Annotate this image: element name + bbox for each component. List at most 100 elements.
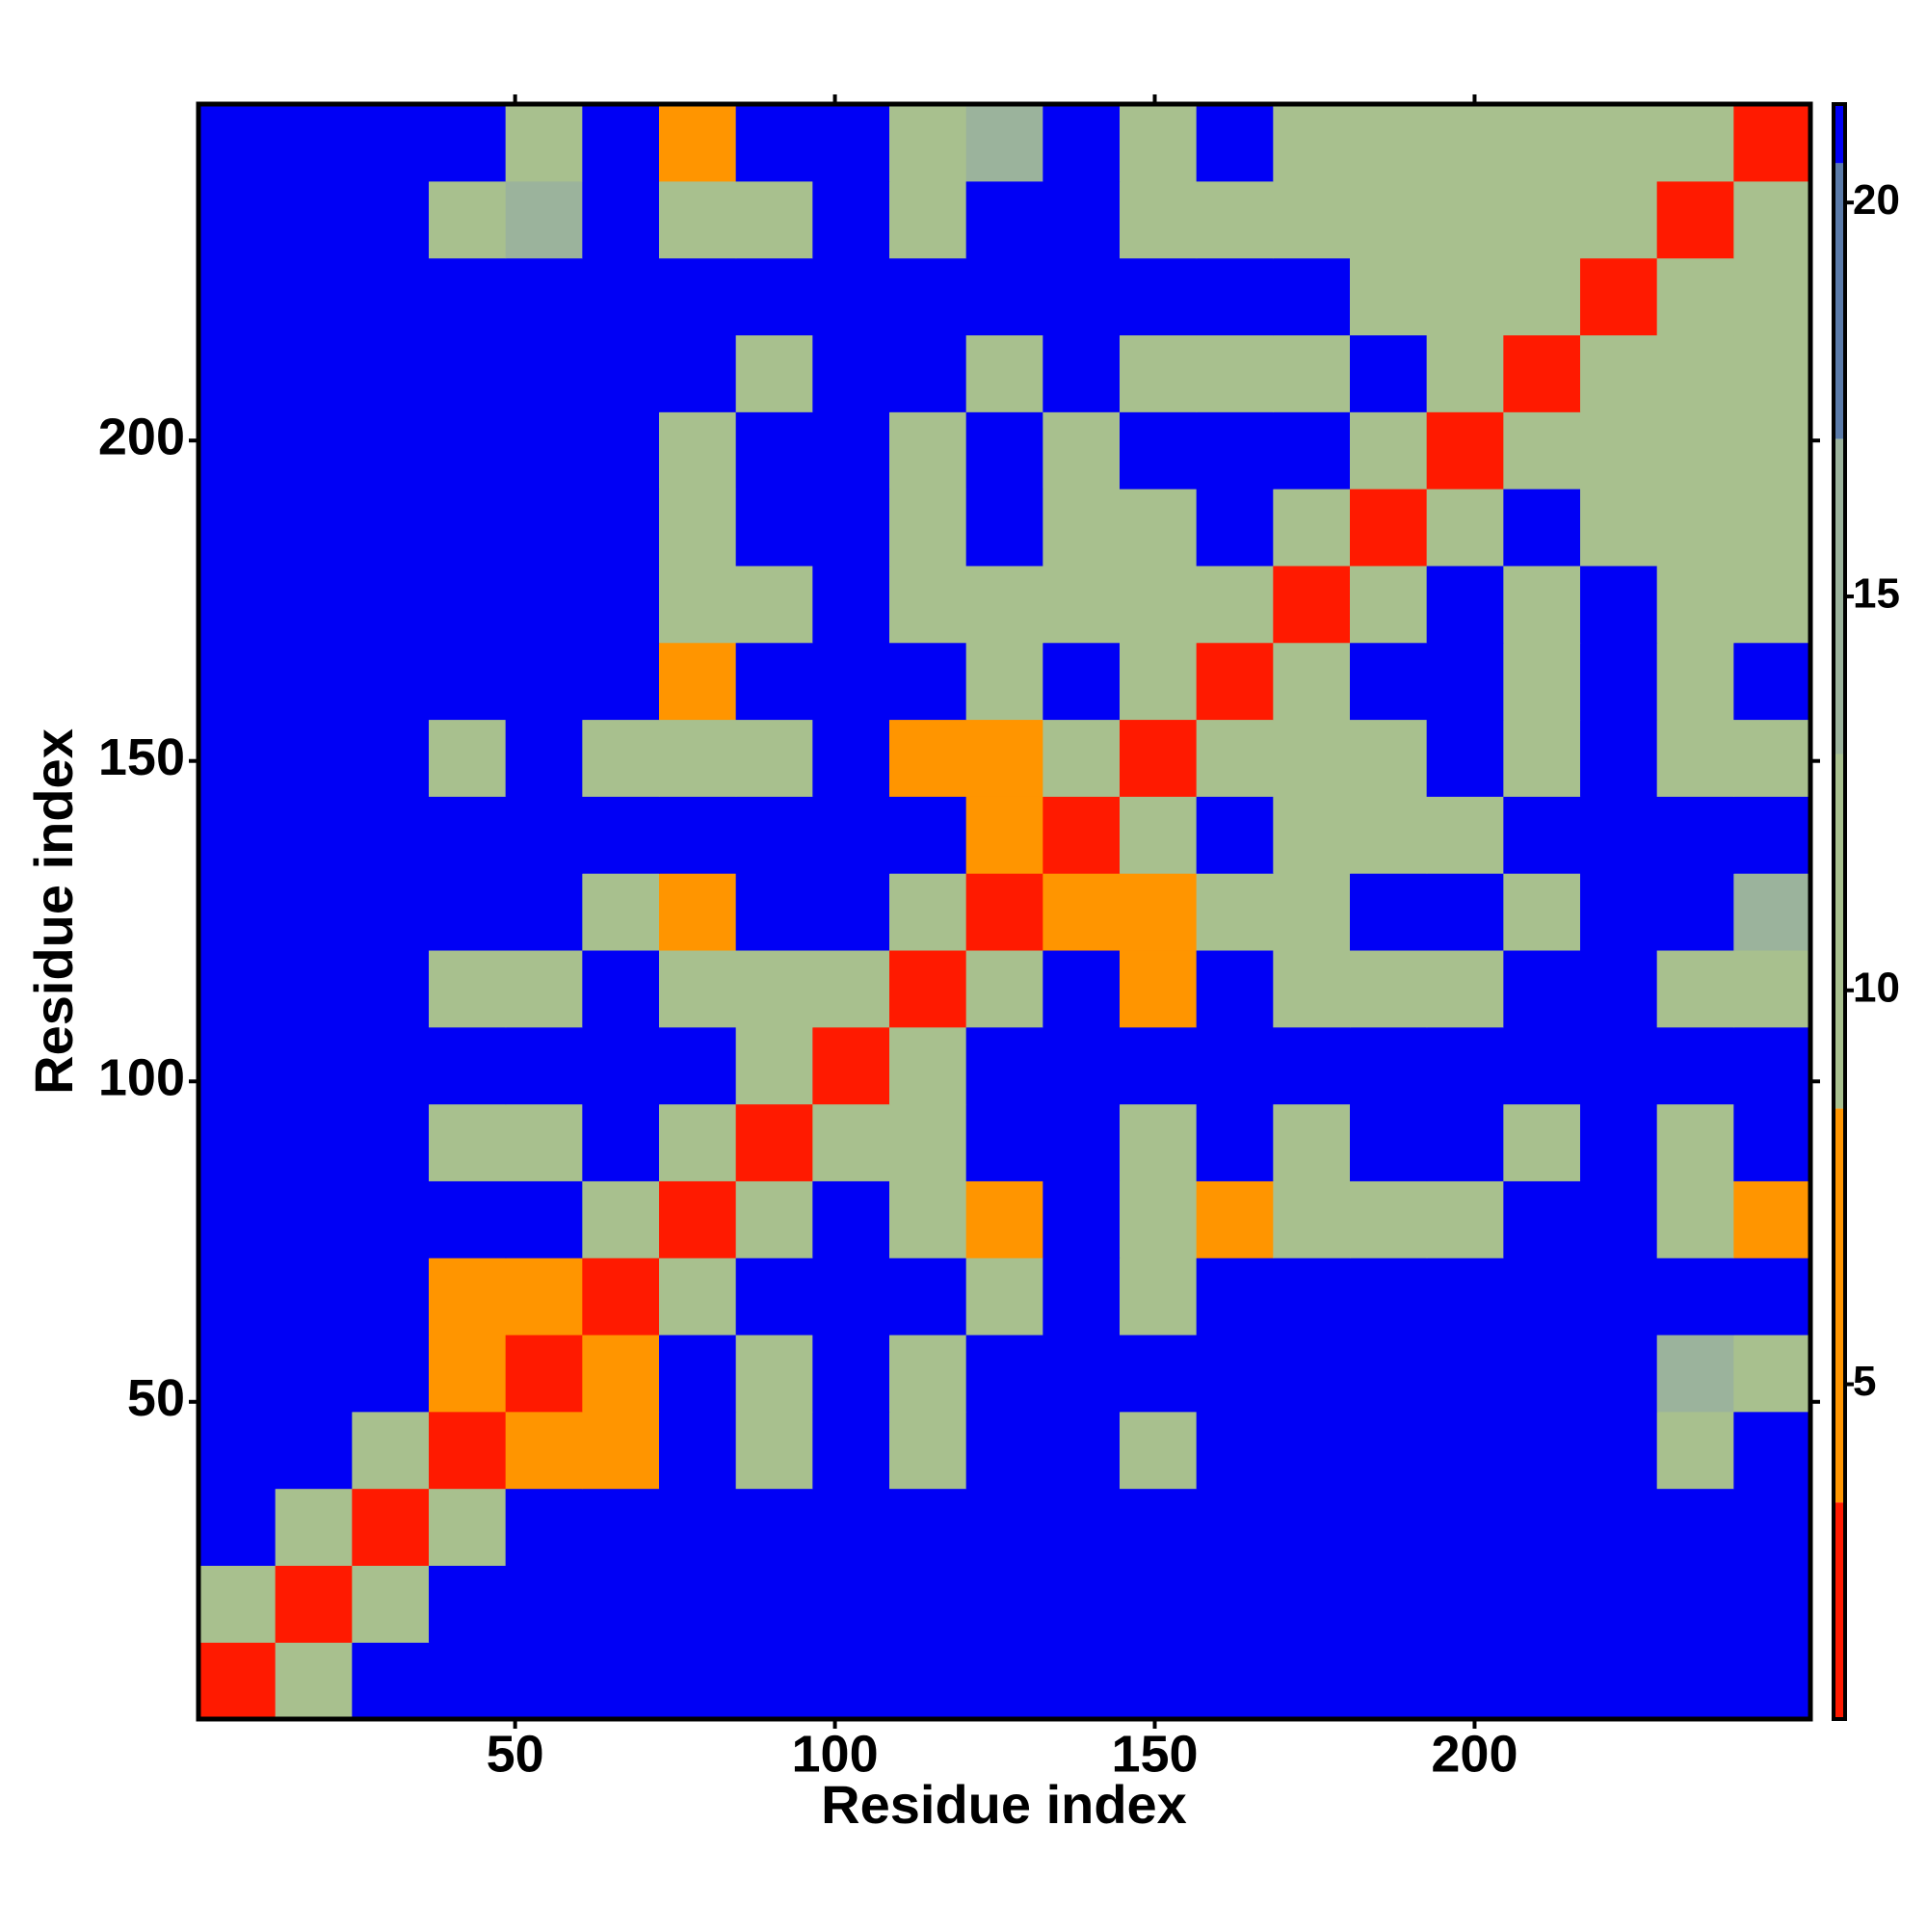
heatmap-cell: [198, 489, 277, 567]
heatmap-cell: [1120, 873, 1198, 951]
heatmap-cell: [1580, 180, 1658, 259]
heatmap-cell: [505, 489, 583, 567]
heatmap-cell: [429, 180, 507, 259]
heatmap-cell: [812, 1180, 890, 1258]
heatmap-cell: [1503, 1565, 1581, 1643]
heatmap-cell: [889, 1334, 967, 1413]
heatmap-cell: [1043, 257, 1121, 336]
heatmap-cell: [352, 257, 430, 336]
heatmap-cell: [1656, 1180, 1734, 1258]
heatmap-cell: [505, 1411, 583, 1490]
heatmap-cell: [1120, 104, 1198, 182]
heatmap-cell: [965, 489, 1043, 567]
heatmap-cell: [735, 949, 813, 1028]
heatmap-cell: [1580, 489, 1658, 567]
heatmap-cell: [1503, 180, 1581, 259]
heatmap-cell: [1580, 1565, 1658, 1643]
heatmap-cell: [505, 334, 583, 412]
heatmap-cell: [735, 873, 813, 951]
heatmap-cell: [1656, 1488, 1734, 1566]
y-tick-label: 200: [98, 408, 185, 465]
heatmap-cell: [505, 796, 583, 874]
heatmap-cell: [1273, 1026, 1351, 1105]
heatmap-cell: [1273, 334, 1351, 412]
heatmap-cell: [1273, 565, 1351, 644]
heatmap-cell: [1120, 642, 1198, 721]
heatmap-cell: [198, 1180, 277, 1258]
heatmap-cell: [1580, 719, 1658, 797]
heatmap-cell: [1503, 1180, 1581, 1258]
heatmap-cell: [1426, 489, 1504, 567]
heatmap-cell: [1350, 1257, 1428, 1336]
heatmap-cell: [1043, 1642, 1121, 1720]
heatmap-cell: [812, 1103, 890, 1181]
heatmap-cell: [1733, 489, 1811, 567]
heatmap-cell: [735, 796, 813, 874]
heatmap-cell: [1043, 1026, 1121, 1105]
heatmap-cell: [429, 1257, 507, 1336]
heatmap-cell: [1196, 180, 1274, 259]
heatmap-cell: [1043, 180, 1121, 259]
heatmap-cell: [1350, 796, 1428, 874]
heatmap-cell: [1580, 1180, 1658, 1258]
heatmap-cell: [1426, 1026, 1504, 1105]
heatmap-cell: [1196, 949, 1274, 1028]
heatmap-cell: [505, 1642, 583, 1720]
heatmap-cell: [1120, 1565, 1198, 1643]
heatmap-cell: [275, 1488, 353, 1566]
heatmap-cell: [198, 104, 277, 182]
heatmap-cell: [1503, 642, 1581, 721]
heatmap-cell: [1733, 1411, 1811, 1490]
heatmap-cell: [275, 949, 353, 1028]
heatmap-cell: [1426, 642, 1504, 721]
heatmap-cell: [659, 642, 737, 721]
heatmap-cell: [1043, 1103, 1121, 1181]
colorbar-segment: [1834, 163, 1845, 439]
heatmap-cell: [1580, 104, 1658, 182]
heatmap-cell: [1656, 1257, 1734, 1336]
heatmap-cell: [198, 1488, 277, 1566]
heatmap-cell: [1733, 873, 1811, 951]
heatmap-cell: [1273, 1488, 1351, 1566]
heatmap-cell: [352, 1565, 430, 1643]
heatmap-cell: [1120, 1103, 1198, 1181]
heatmap-cell: [352, 1180, 430, 1258]
heatmap-cell: [1273, 642, 1351, 721]
heatmap-cell: [505, 949, 583, 1028]
heatmap-cell: [659, 1411, 737, 1490]
heatmap-cell: [1426, 1334, 1504, 1413]
heatmap-cell: [1426, 565, 1504, 644]
heatmap-cell: [352, 334, 430, 412]
heatmap-cell: [812, 1642, 890, 1720]
heatmap-cell: [889, 1565, 967, 1643]
heatmap-cell: [1350, 180, 1428, 259]
heatmap-cell: [1043, 104, 1121, 182]
heatmap-cell: [1656, 1103, 1734, 1181]
heatmap-cell: [1580, 796, 1658, 874]
heatmap-cell: [812, 873, 890, 951]
heatmap-cell: [582, 1257, 660, 1336]
heatmap-cell: [889, 104, 967, 182]
heatmap-cell: [1043, 334, 1121, 412]
heatmap-cell: [582, 949, 660, 1028]
heatmap-cell: [659, 1103, 737, 1181]
heatmap-cell: [1580, 1488, 1658, 1566]
heatmap-cell: [1120, 257, 1198, 336]
heatmap-cell: [275, 719, 353, 797]
heatmap-cell: [429, 719, 507, 797]
heatmap-cell: [1196, 642, 1274, 721]
heatmap-cell: [965, 104, 1043, 182]
heatmap-cell: [965, 719, 1043, 797]
heatmap-cell: [659, 1026, 737, 1105]
colorbar-segment: [1834, 1502, 1845, 1719]
heatmap-cell: [1196, 873, 1274, 951]
heatmap-cell: [198, 1257, 277, 1336]
heatmap-cell: [1426, 180, 1504, 259]
heatmap-cell: [889, 1642, 967, 1720]
heatmap-cell: [1196, 1026, 1274, 1105]
heatmap-cell: [352, 565, 430, 644]
heatmap-cell: [1733, 1026, 1811, 1105]
heatmap-cell: [735, 1180, 813, 1258]
heatmap-cell: [889, 1488, 967, 1566]
heatmap-cell: [505, 719, 583, 797]
